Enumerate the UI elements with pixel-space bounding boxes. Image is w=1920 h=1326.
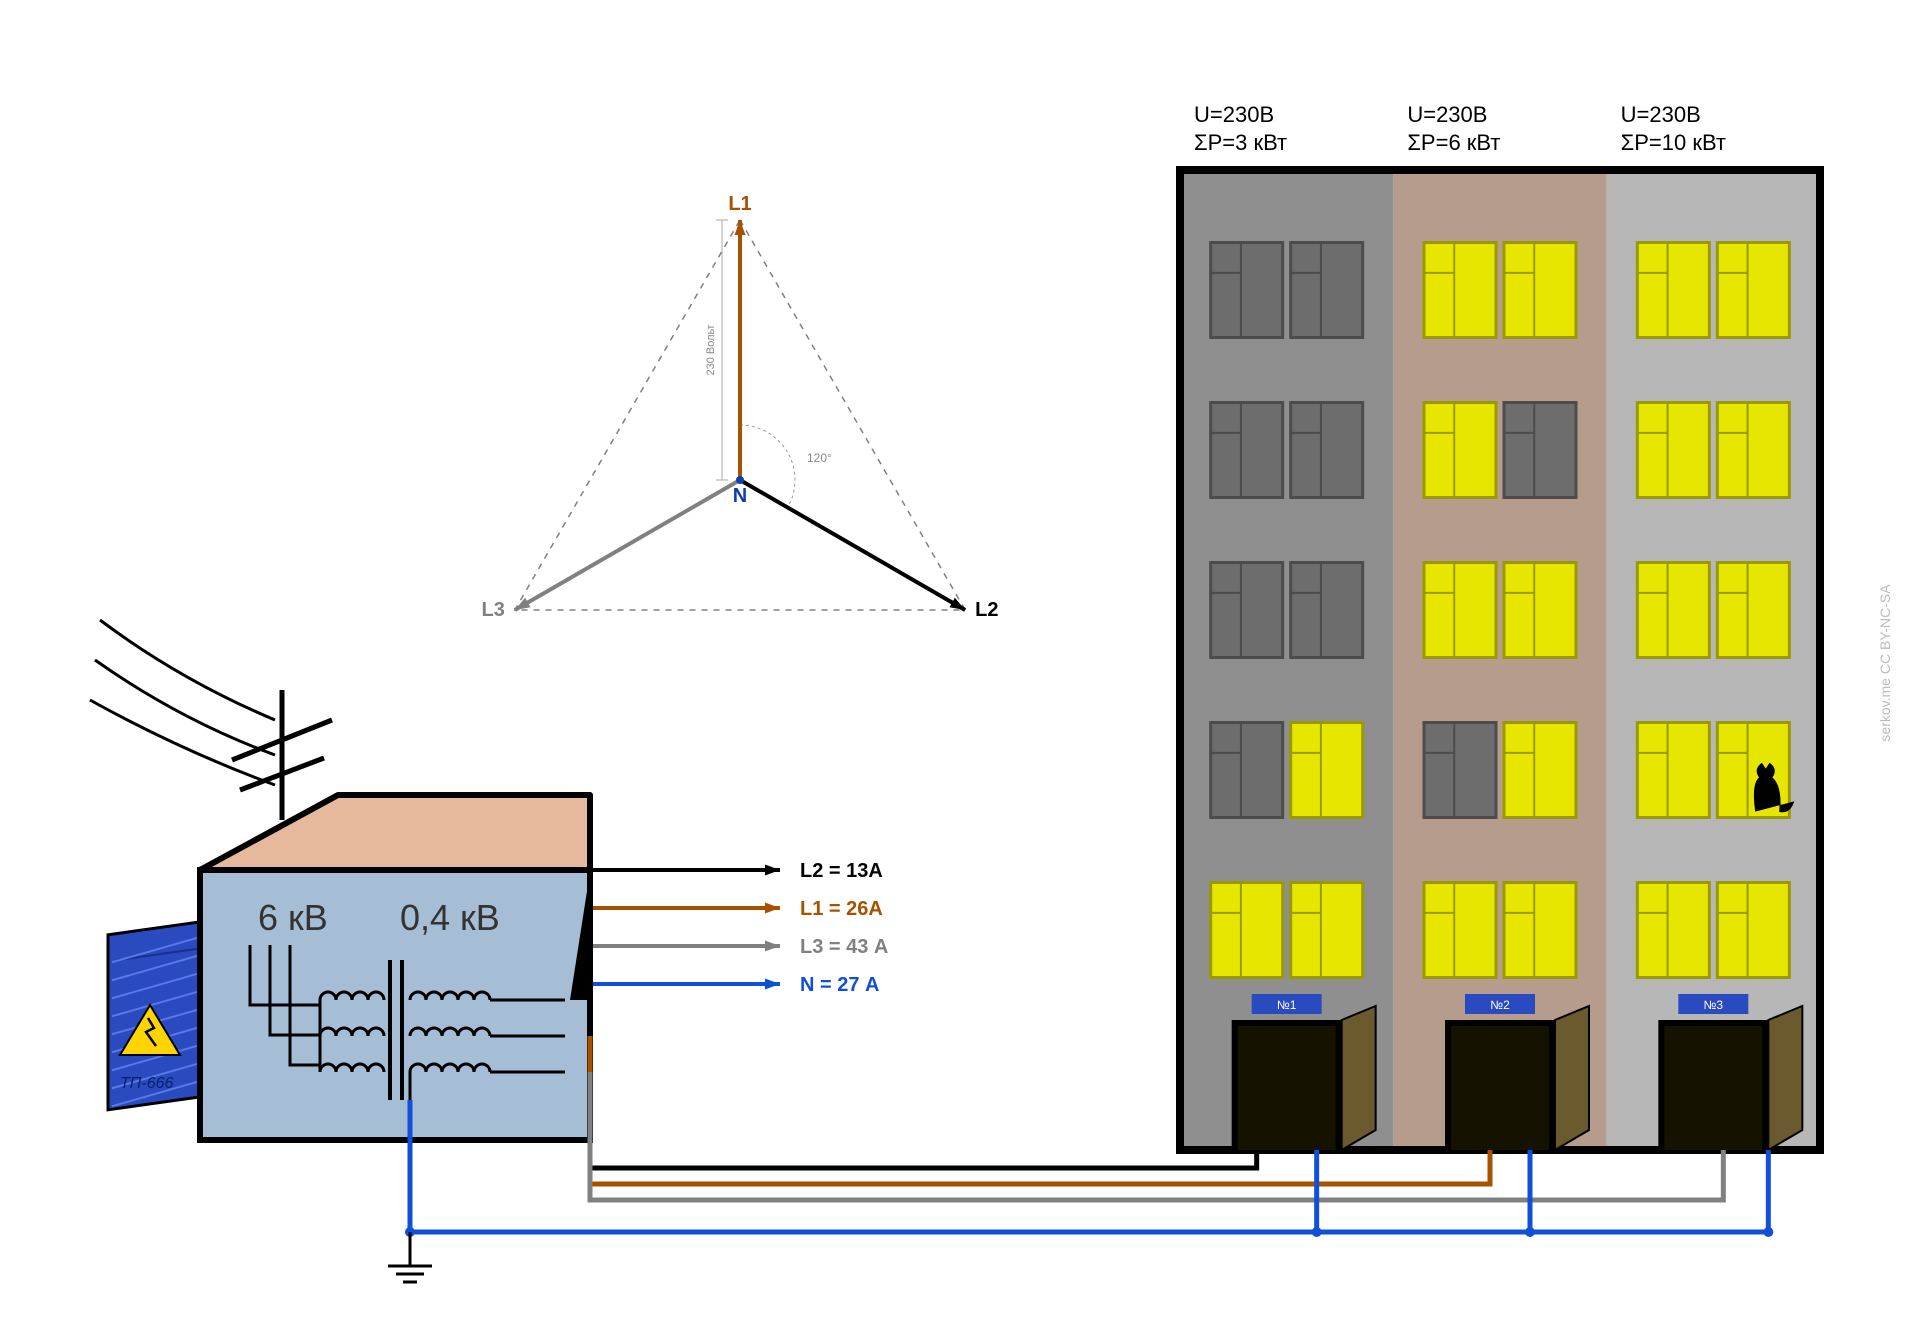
- window: [1637, 563, 1709, 658]
- window: [1637, 723, 1709, 818]
- door-plate: №2: [1490, 998, 1510, 1012]
- window: [1291, 563, 1363, 658]
- window: [1637, 403, 1709, 498]
- window: [1504, 883, 1576, 978]
- window: [1211, 723, 1283, 818]
- window: [1424, 243, 1496, 338]
- window: [1717, 403, 1789, 498]
- window: [1211, 403, 1283, 498]
- window: [1291, 883, 1363, 978]
- window: [1291, 723, 1363, 818]
- window: [1291, 243, 1363, 338]
- phasor-l2-label: L2: [975, 599, 998, 621]
- window: [1504, 403, 1576, 498]
- svg-text:120°: 120°: [807, 451, 832, 465]
- window: [1637, 243, 1709, 338]
- window: [1211, 563, 1283, 658]
- tp-label: ТП-666: [120, 1075, 173, 1092]
- hv-label: 6 кВ: [258, 897, 328, 938]
- svg-text:230 Вольт: 230 Вольт: [705, 325, 717, 376]
- col-power: ΣP=3 кВт: [1194, 130, 1287, 155]
- window: [1211, 883, 1283, 978]
- door-plate: №1: [1277, 998, 1297, 1012]
- window: [1504, 243, 1576, 338]
- window: [1717, 883, 1789, 978]
- window: [1291, 403, 1363, 498]
- col-voltage: U=230В: [1621, 102, 1701, 127]
- phasor-l1-label: L1: [728, 193, 751, 215]
- substation: ТП-666 6 кВ 0,4 кВ: [90, 620, 590, 1140]
- window: [1424, 403, 1496, 498]
- legend-item: N = 27 А: [800, 974, 879, 996]
- window: [1717, 243, 1789, 338]
- window: [1424, 723, 1496, 818]
- col-power: ΣP=6 кВт: [1407, 130, 1500, 155]
- door-plate: №3: [1704, 998, 1724, 1012]
- window: [1504, 723, 1576, 818]
- legend-item: L3 = 43 А: [800, 936, 888, 958]
- attribution: serkov.me CC BY-NC-SA: [1877, 584, 1893, 742]
- window: [1637, 883, 1709, 978]
- building: U=230В ΣP=3 кВт U=230В ΣP=6 кВт U=230В ΣP=10 …: [1180, 102, 1820, 1150]
- lv-label: 0,4 кВ: [400, 897, 500, 938]
- window: [1424, 563, 1496, 658]
- window: [1717, 563, 1789, 658]
- phasor-n-label: N: [733, 485, 747, 507]
- window: [1424, 883, 1496, 978]
- col-voltage: U=230В: [1407, 102, 1487, 127]
- window: [1504, 563, 1576, 658]
- col-power: ΣP=10 кВт: [1621, 130, 1726, 155]
- window: [1211, 243, 1283, 338]
- legend-item: L1 = 26А: [800, 898, 883, 920]
- phasor-l3-label: L3: [481, 599, 504, 621]
- col-voltage: U=230В: [1194, 102, 1274, 127]
- legend-item: L2 = 13А: [800, 860, 883, 882]
